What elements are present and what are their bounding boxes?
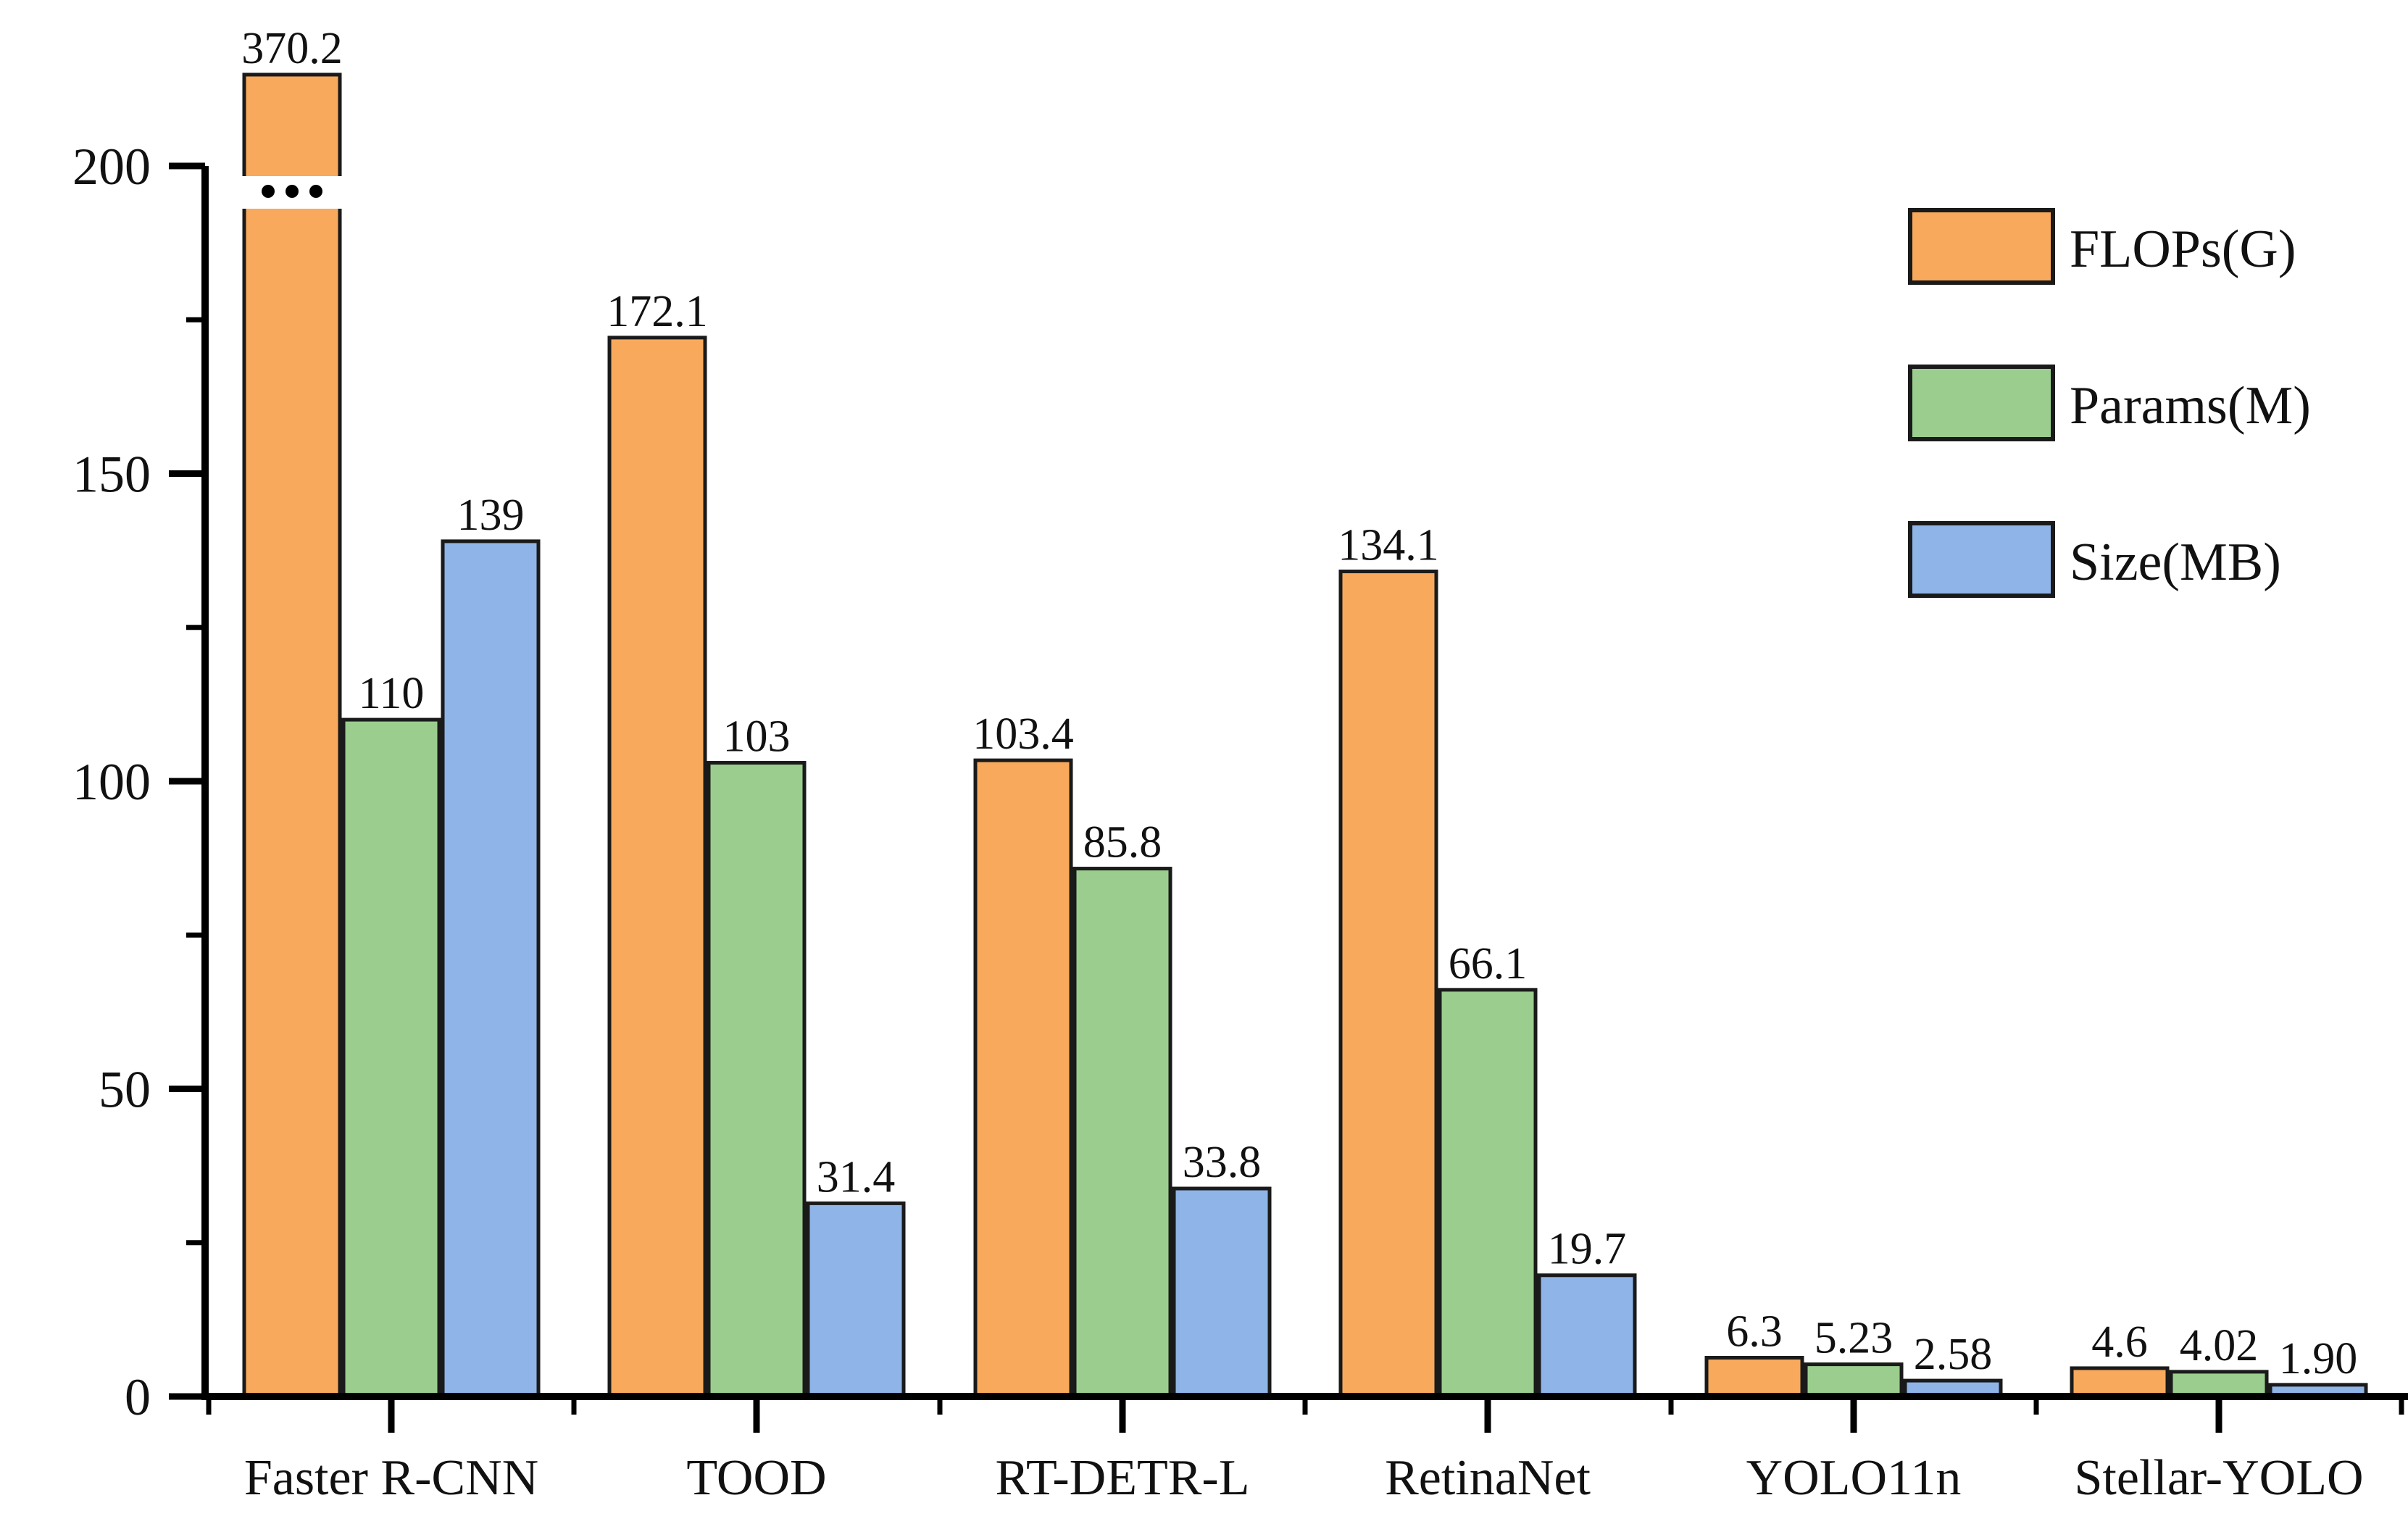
bar-params-m-faster-r-cnn (341, 717, 441, 1399)
legend-swatch-params-m (1908, 365, 2055, 441)
y-tick-label-100: 100 (72, 753, 151, 811)
axis-break-dot (262, 185, 275, 198)
bar-params-m-retinanet (1438, 988, 1538, 1399)
bar-flops-g-faster-r-cnn (242, 72, 342, 1399)
bar-params-m-tood (707, 761, 807, 1399)
bar-params-m-yolo11n (1804, 1362, 1904, 1399)
x-category-label-yolo11n: YOLO11n (1746, 1450, 1962, 1506)
bar-flops-g-rt-detr-l (973, 758, 1073, 1399)
x-category-label-stellar-yolo: Stellar-YOLO (2074, 1450, 2363, 1506)
y-tick-label-50: 50 (99, 1061, 151, 1119)
value-label-flops-g-yolo11n: 6.3 (1726, 1307, 1783, 1357)
value-label-params-m-retinanet: 66.1 (1449, 939, 1528, 988)
bar-params-m-stellar-yolo (2169, 1370, 2269, 1399)
bar-flops-g-stellar-yolo (2070, 1366, 2170, 1399)
value-label-params-m-rt-detr-l: 85.8 (1083, 818, 1162, 867)
legend-swatch-flops-g (1908, 208, 2055, 285)
legend-swatch-size-mb (1908, 521, 2055, 598)
value-label-size-mb-rt-detr-l: 33.8 (1183, 1138, 1262, 1187)
x-category-label-retinanet: RetinaNet (1385, 1450, 1591, 1506)
value-label-size-mb-retinanet: 19.7 (1548, 1225, 1627, 1274)
bar-params-m-rt-detr-l (1072, 867, 1172, 1399)
value-label-flops-g-retinanet: 134.1 (1338, 520, 1439, 570)
value-label-size-mb-tood: 31.4 (817, 1152, 896, 1202)
value-label-flops-g-faster-r-cnn: 370.2 (241, 24, 343, 73)
legend-label-size-mb: Size(MB) (2070, 533, 2281, 592)
legend-label-flops-g: FLOPs(G) (2070, 220, 2296, 279)
y-tick-label-200: 200 (72, 138, 151, 196)
bar-size-mb-rt-detr-l (1172, 1186, 1272, 1399)
value-label-params-m-tood: 103 (723, 712, 791, 762)
value-label-params-m-faster-r-cnn: 110 (359, 669, 425, 718)
x-category-label-faster-r-cnn: Faster R-CNN (244, 1450, 538, 1506)
bar-size-mb-retinanet (1537, 1273, 1637, 1399)
bar-size-mb-tood (806, 1201, 906, 1399)
x-category-label-rt-detr-l: RT-DETR-L (996, 1450, 1250, 1506)
value-label-size-mb-stellar-yolo: 1.90 (2279, 1334, 2358, 1383)
value-label-size-mb-faster-r-cnn: 139 (457, 491, 525, 540)
x-category-label-tood: TOOD (686, 1450, 826, 1506)
axis-break-dot (286, 185, 299, 198)
bar-flops-g-tood (607, 336, 707, 1399)
value-label-size-mb-yolo11n: 2.58 (1914, 1330, 1993, 1379)
legend-label-params-m: Params(M) (2070, 376, 2311, 436)
axis-break-dot (309, 185, 322, 198)
bar-flops-g-retinanet (1338, 569, 1438, 1399)
value-label-flops-g-tood: 172.1 (607, 287, 708, 336)
value-label-params-m-stellar-yolo: 4.02 (2180, 1321, 2259, 1370)
y-tick-label-150: 150 (72, 446, 151, 504)
value-label-flops-g-rt-detr-l: 103.4 (972, 709, 1074, 759)
y-tick-label-0: 0 (125, 1368, 151, 1426)
value-label-params-m-yolo11n: 5.23 (1815, 1314, 1894, 1363)
value-label-flops-g-stellar-yolo: 4.6 (2091, 1317, 2148, 1367)
bar-size-mb-faster-r-cnn (441, 539, 541, 1399)
bar-flops-g-yolo11n (1704, 1356, 1804, 1399)
